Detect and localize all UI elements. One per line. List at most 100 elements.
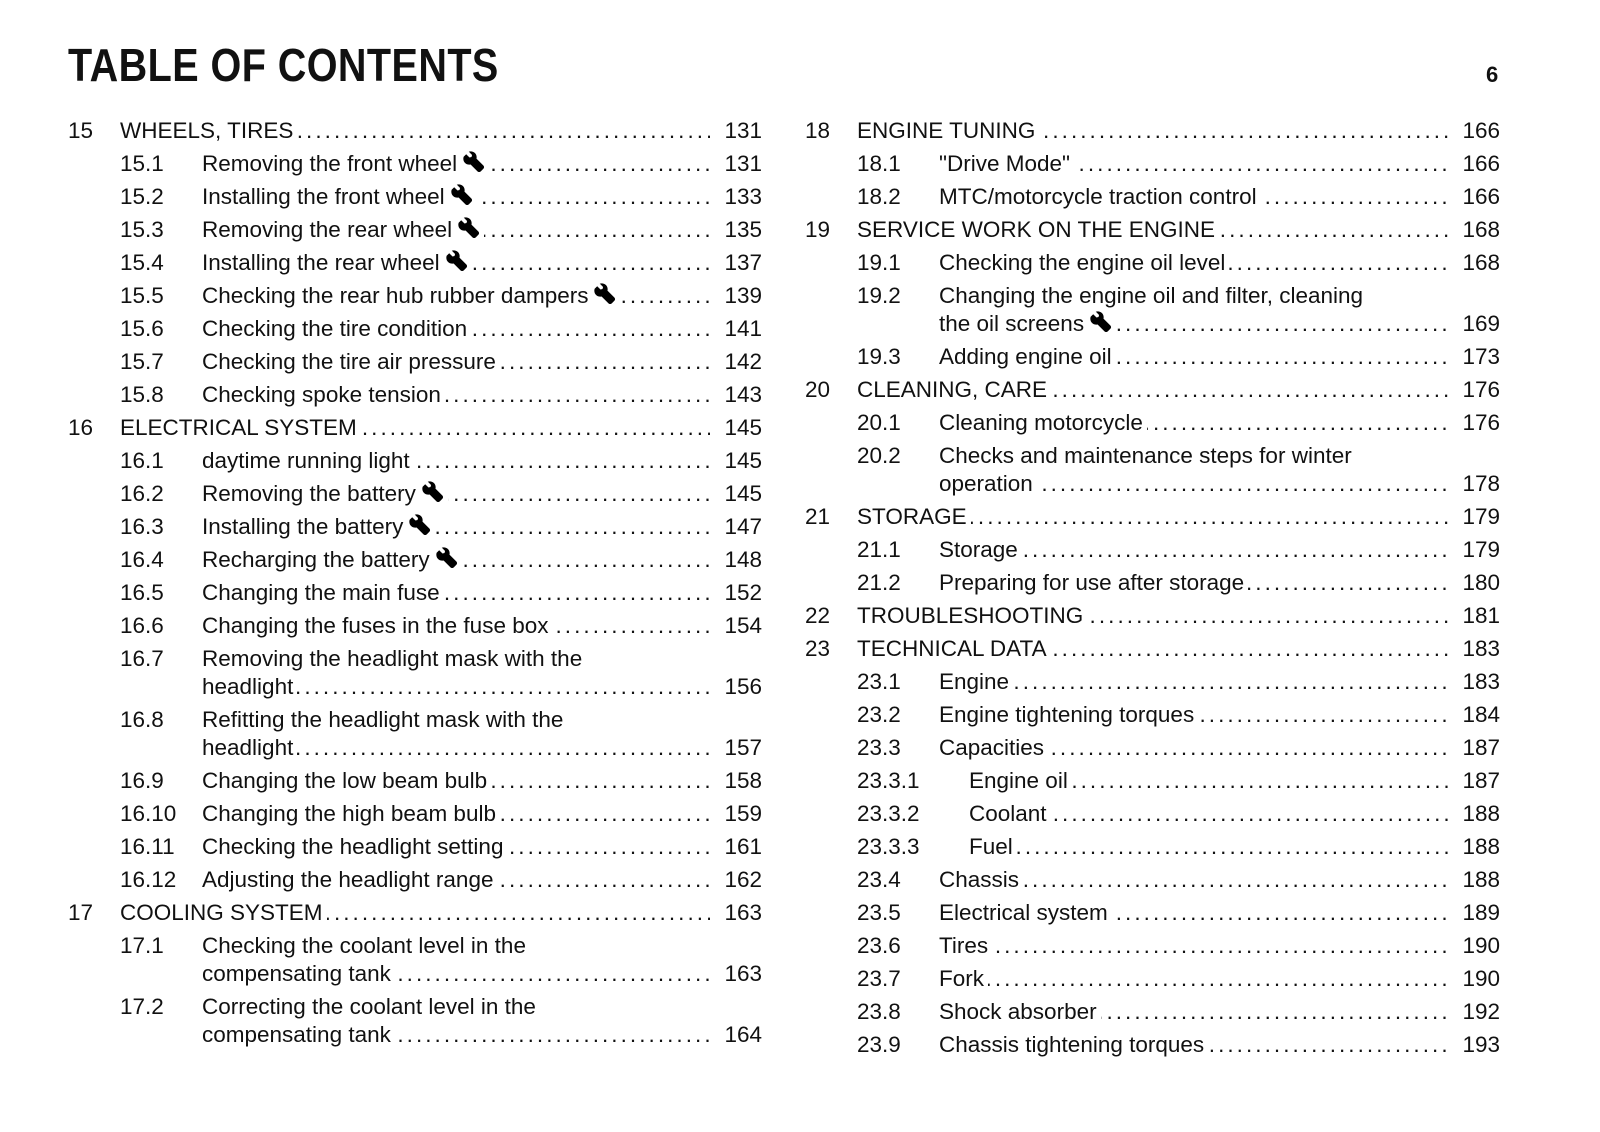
toc-entry[interactable]: 15.1 Removing the front wheel 131 <box>68 147 762 180</box>
toc-entry[interactable]: 23 TECHNICAL DATA 183 <box>805 632 1500 665</box>
toc-entry[interactable]: 22 TROUBLESHOOTING 181 <box>805 599 1500 632</box>
entry-title: Adjusting the headlight range <box>202 867 494 892</box>
toc-entry[interactable]: 17 COOLING SYSTEM 163 <box>68 896 762 929</box>
toc-entry[interactable]: 15 WHEELS, TIRES 131 <box>68 114 762 147</box>
entry-title-leader: "Drive Mode" <box>939 150 1448 178</box>
entry-page: 145 <box>710 414 762 442</box>
entry-title-leader: Installing the rear wheel <box>202 249 710 277</box>
toc-entry[interactable]: 16.4 Recharging the battery 148 <box>68 543 762 576</box>
toc-entry[interactable]: 16.6 Changing the fuses in the fuse box 15… <box>68 609 762 642</box>
toc-entry[interactable]: 17.1 Checking the coolant level in the co… <box>68 929 762 990</box>
entry-title-leader: Checking the engine oil level <box>939 249 1448 277</box>
entry-page: 145 <box>710 480 762 508</box>
entry-number: 17 <box>68 900 94 925</box>
entry-page: 190 <box>1448 932 1500 960</box>
entry-page: 188 <box>1448 833 1500 861</box>
entry-title-leader: Recharging the battery <box>202 546 710 574</box>
toc-entry[interactable]: 23.2 Engine tightening torques 184 <box>805 698 1500 731</box>
entry-title: Changing the main fuse <box>202 580 440 605</box>
entry-page: 154 <box>710 612 762 640</box>
entry-page: 183 <box>1448 668 1500 696</box>
toc-entry[interactable]: 16 ELECTRICAL SYSTEM 145 <box>68 411 762 444</box>
toc-entry[interactable]: 23.3.1 Engine oil 187 <box>805 764 1500 797</box>
entry-page: 161 <box>710 833 762 861</box>
toc-entry[interactable]: 21 STORAGE 179 <box>805 500 1500 533</box>
entry-title-leader: daytime running light <box>202 447 710 475</box>
toc-entry[interactable]: 16.9 Changing the low beam bulb 158 <box>68 764 762 797</box>
toc-entry[interactable]: 19.1 Checking the engine oil level 168 <box>805 246 1500 279</box>
toc-entry[interactable]: 15.8 Checking spoke tension 143 <box>68 378 762 411</box>
entry-page: 183 <box>1448 635 1500 663</box>
entry-title-leader: CLEANING, CARE <box>857 376 1448 404</box>
toc-entry[interactable]: 23.5 Electrical system 189 <box>805 896 1500 929</box>
entry-title: Checking the tire air pressure <box>202 349 496 374</box>
toc-entry[interactable]: 23.6 Tires 190 <box>805 929 1500 962</box>
toc-entry[interactable]: 15.5 Checking the rear hub rubber dampers… <box>68 279 762 312</box>
toc-entry[interactable]: 19.3 Adding engine oil 173 <box>805 340 1500 373</box>
toc-entry[interactable]: 20 CLEANING, CARE 176 <box>805 373 1500 406</box>
entry-title: Chassis <box>939 867 1020 892</box>
toc-entry[interactable]: 21.2 Preparing for use after storage 180 <box>805 566 1500 599</box>
entry-title-leader: Checking the rear hub rubber dampers <box>202 282 710 310</box>
entry-page: 193 <box>1448 1031 1500 1059</box>
entry-title-leader: Changing the main fuse <box>202 579 710 607</box>
toc-entry[interactable]: 16.8 Refitting the headlight mask with th… <box>68 703 762 764</box>
entry-title-leader: ENGINE TUNING <box>857 117 1448 145</box>
entry-page: 179 <box>1448 536 1500 564</box>
toc-entry[interactable]: 16.7 Removing the headlight mask with the… <box>68 642 762 703</box>
toc-entry[interactable]: 16.3 Installing the battery 147 <box>68 510 762 543</box>
toc-entry[interactable]: 15.2 Installing the front wheel 133 <box>68 180 762 213</box>
entry-title-leader: Engine <box>939 668 1448 696</box>
entry-page: 162 <box>710 866 762 894</box>
toc-entry[interactable]: 15.3 Removing the rear wheel 135 <box>68 213 762 246</box>
page-number: 6 <box>1486 62 1499 87</box>
entry-number: 16.11 <box>120 834 175 859</box>
entry-number: 16.8 <box>120 707 164 732</box>
toc-entry[interactable]: 16.1 daytime running light 145 <box>68 444 762 477</box>
toc-entry[interactable]: 20.1 Cleaning motorcycle 176 <box>805 406 1500 439</box>
entry-number: 23.5 <box>857 900 901 925</box>
toc-entry[interactable]: 18.2 MTC/motorcycle traction control 166 <box>805 180 1500 213</box>
entry-title-leader: Adjusting the headlight range <box>202 866 710 894</box>
toc-column-left: 15 WHEELS, TIRES 131 15.1 Removing the front… <box>68 114 762 1051</box>
entry-number: 15.3 <box>120 217 164 242</box>
entry-title: Fuel <box>969 834 1013 859</box>
toc-entry[interactable]: 16.2 Removing the battery 145 <box>68 477 762 510</box>
toc-entry[interactable]: 21.1 Storage 179 <box>805 533 1500 566</box>
toc-entry[interactable]: 23.1 Engine 183 <box>805 665 1500 698</box>
entry-number: 20.1 <box>857 410 901 435</box>
toc-entry[interactable]: 23.8 Shock absorber 192 <box>805 995 1500 1028</box>
toc-entry[interactable]: 15.4 Installing the rear wheel 137 <box>68 246 762 279</box>
entry-number: 15.1 <box>120 151 164 176</box>
toc-entry[interactable]: 15.7 Checking the tire air pressure 142 <box>68 345 762 378</box>
entry-title: Correcting the coolant level in the comp… <box>202 994 536 1047</box>
toc-entry[interactable]: 16.12 Adjusting the headlight range 162 <box>68 863 762 896</box>
toc-entry[interactable]: 23.7 Fork 190 <box>805 962 1500 995</box>
entry-title: Checking the headlight setting <box>202 834 504 859</box>
toc-entry[interactable]: 18 ENGINE TUNING 166 <box>805 114 1500 147</box>
toc-entry[interactable]: 15.6 Checking the tire condition 141 <box>68 312 762 345</box>
entry-title-leader: Installing the front wheel <box>202 183 710 211</box>
toc-entry[interactable]: 23.9 Chassis tightening torques 193 <box>805 1028 1500 1061</box>
entry-title: "Drive Mode" <box>939 151 1071 176</box>
toc-entry[interactable]: 23.4 Chassis 188 <box>805 863 1500 896</box>
toc-entry[interactable]: 19.2 Changing the engine oil and filter, … <box>805 279 1500 340</box>
toc-entry[interactable]: 23.3.3 Fuel 188 <box>805 830 1500 863</box>
toc-entry[interactable]: 20.2 Checks and maintenance steps for win… <box>805 439 1500 500</box>
entry-page: 179 <box>1448 503 1500 531</box>
toc-entry[interactable]: 16.11 Checking the headlight setting 161 <box>68 830 762 863</box>
entry-title: Chassis tightening torques <box>939 1032 1205 1057</box>
toc-entry[interactable]: 16.10 Changing the high beam bulb 159 <box>68 797 762 830</box>
toc-entry[interactable]: 19 SERVICE WORK ON THE ENGINE 168 <box>805 213 1500 246</box>
toc-entry[interactable]: 23.3 Capacities 187 <box>805 731 1500 764</box>
toc-entry[interactable]: 23.3.2 Coolant 188 <box>805 797 1500 830</box>
entry-page: 147 <box>710 513 762 541</box>
toc-entry[interactable]: 18.1 "Drive Mode" 166 <box>805 147 1500 180</box>
entry-title-leader: Removing the front wheel <box>202 150 710 178</box>
entry-title: Fork <box>939 966 984 991</box>
wrench-icon <box>458 217 480 239</box>
toc-entry[interactable]: 17.2 Correcting the coolant level in the … <box>68 990 762 1051</box>
toc-entry[interactable]: 16.5 Changing the main fuse 152 <box>68 576 762 609</box>
entry-number: 23.9 <box>857 1032 901 1057</box>
